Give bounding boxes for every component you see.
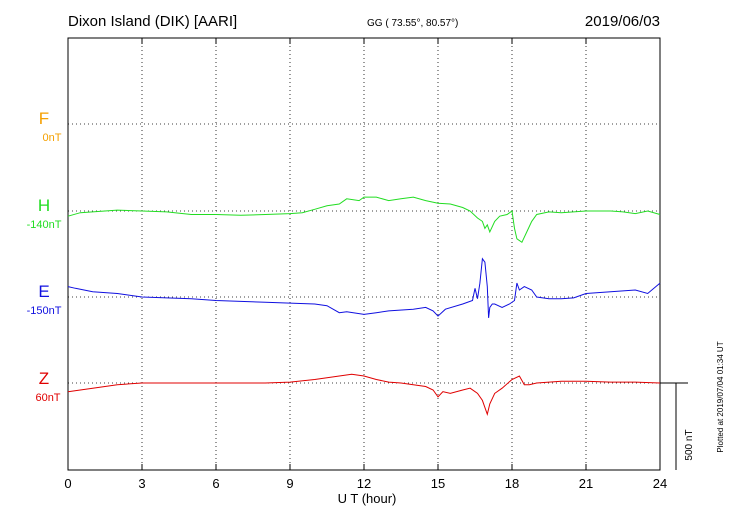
baseline-label-f: 0nT [43, 132, 62, 144]
series-group [67, 196, 661, 417]
baseline-label-z: 60nT [35, 392, 60, 404]
x-axis-ticks: 0 3 6 9 12 15 18 21 24 [64, 38, 667, 491]
x-tick-label: 21 [579, 476, 593, 491]
component-label-e: E [38, 282, 49, 301]
x-tick-label: 24 [653, 476, 667, 491]
coordinates-label: GG ( 73.55°, 80.57°) [367, 18, 458, 29]
scale-bar-label: 500 nT [684, 429, 695, 460]
x-tick-label: 6 [212, 476, 219, 491]
series-line-h [67, 196, 661, 244]
date-label: 2019/06/03 [585, 13, 660, 30]
component-label-f: F [39, 109, 49, 128]
x-tick-label: 0 [64, 476, 71, 491]
x-tick-label: 15 [431, 476, 445, 491]
series-line-z [67, 373, 661, 417]
x-tick-label: 12 [357, 476, 371, 491]
x-tick-label: 9 [286, 476, 293, 491]
component-label-z: Z [39, 369, 49, 388]
x-tick-label: 3 [138, 476, 145, 491]
plotted-note: Plotted at 2019/07/04 01:34 UT [716, 341, 725, 452]
grid [68, 38, 660, 470]
x-axis-label: U T (hour) [338, 491, 397, 506]
station-title: Dixon Island (DIK) [AARI] [68, 13, 237, 30]
component-label-h: H [38, 196, 50, 215]
baseline-label-e: -150nT [27, 305, 62, 317]
baseline-label-h: -140nT [27, 219, 62, 231]
x-tick-label: 18 [505, 476, 519, 491]
series-line-e [67, 257, 661, 318]
